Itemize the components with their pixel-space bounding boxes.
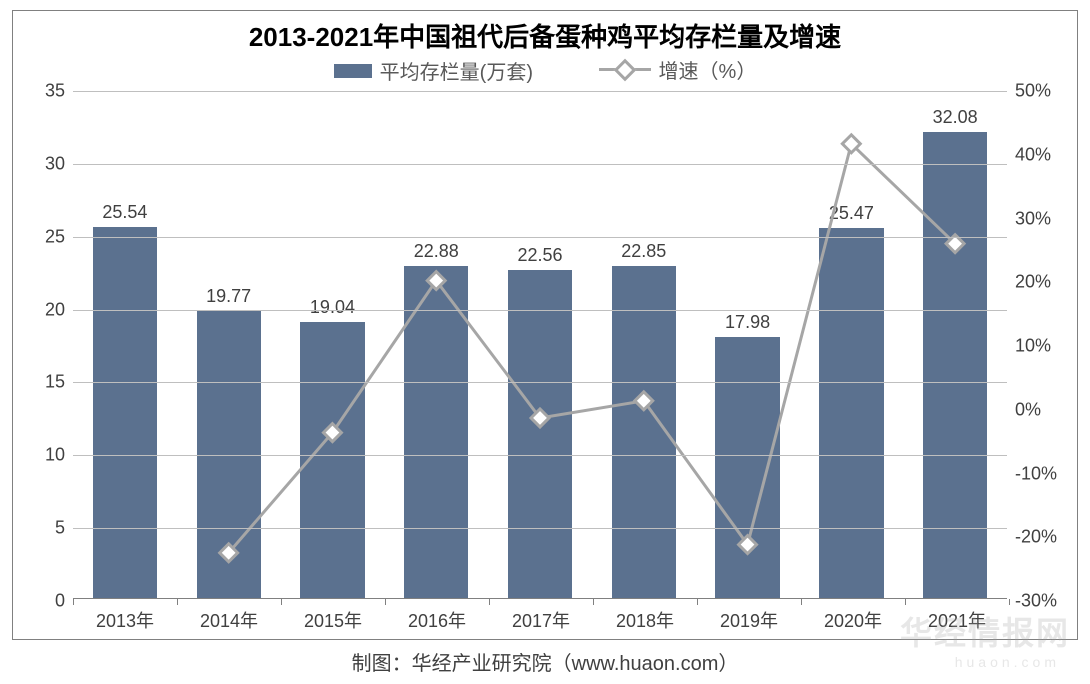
x-tick [905,599,906,605]
bars-layer: 25.54 19.77 19.04 22.88 22.56 22.85 17.98 25.47… [73,91,1007,599]
grid-line [73,91,1007,92]
bar-slot: 25.47 [799,91,903,599]
y1-tick-label: 0 [55,591,73,612]
y1-tick-label: 30 [45,153,73,174]
x-tick [489,599,490,605]
bar-value-label: 25.54 [61,202,190,227]
chart-border: 2013-2021年中国祖代后备蛋种鸡平均存栏量及增速 平均存栏量(万套) 增速… [12,10,1078,640]
bar-value-label: 22.85 [579,241,708,266]
legend-line-swatch [599,64,651,76]
x-tick [281,599,282,605]
bar-slot: 22.56 [488,91,592,599]
x-tick-label: 2020年 [824,599,882,633]
y1-tick-label: 10 [45,445,73,466]
grid-line [73,237,1007,238]
x-tick-label: 2018年 [616,599,674,633]
x-tick-label: 2016年 [408,599,466,633]
bar-value-label: 32.08 [891,107,1020,132]
bar: 22.56 [508,270,572,599]
x-tick-label: 2013年 [96,599,154,633]
legend-bar-label: 平均存栏量(万套) [380,56,533,85]
chart-title: 2013-2021年中国祖代后备蛋种鸡平均存栏量及增速 [13,17,1077,54]
chart-container: 2013-2021年中国祖代后备蛋种鸡平均存栏量及增速 平均存栏量(万套) 增速… [0,0,1090,684]
x-tick-label: 2017年 [512,599,570,633]
y1-tick-label: 35 [45,81,73,102]
bar-slot: 19.04 [281,91,385,599]
bar-slot: 25.54 [73,91,177,599]
bar: 22.85 [612,266,676,599]
x-tick [593,599,594,605]
bar-slot: 22.85 [592,91,696,599]
y1-tick-label: 5 [55,518,73,539]
x-tick-label: 2014年 [200,599,258,633]
y2-tick-label: -20% [1007,527,1057,548]
legend-line-item: 增速（%） [599,55,757,84]
grid-line [73,310,1007,311]
grid-line [73,528,1007,529]
x-tick [73,599,74,605]
y2-tick-label: 40% [1007,144,1051,165]
y1-tick-label: 20 [45,299,73,320]
plot-area: 25.54 19.77 19.04 22.88 22.56 22.85 17.98 25.47… [73,91,1007,599]
bar: 17.98 [715,337,779,599]
bar: 22.88 [404,266,468,599]
x-tick-label: 2021年 [928,599,986,633]
x-tick [385,599,386,605]
bar: 25.47 [819,228,883,599]
x-tick [1009,599,1010,605]
y2-tick-label: -30% [1007,591,1057,612]
bar: 19.04 [300,322,364,599]
bar-value-label: 17.98 [683,312,812,337]
grid-line [73,382,1007,383]
x-tick-label: 2019年 [720,599,778,633]
bar: 25.54 [93,227,157,599]
grid-line [73,455,1007,456]
y2-tick-label: 0% [1007,399,1041,420]
y2-tick-label: 10% [1007,336,1051,357]
legend-bar-swatch [334,64,372,78]
chart-footer: 制图：华经产业研究院（www.huaon.com） [0,647,1090,676]
bar-value-label: 25.47 [787,203,916,228]
x-tick [801,599,802,605]
bar-slot: 22.88 [384,91,488,599]
y2-tick-label: 50% [1007,81,1051,102]
legend: 平均存栏量(万套) 增速（%） [13,55,1077,85]
x-tick [697,599,698,605]
legend-line-label: 增速（%） [659,55,757,84]
legend-bar-item: 平均存栏量(万套) [334,56,533,85]
y1-tick-label: 15 [45,372,73,393]
grid-line [73,164,1007,165]
y2-tick-label: 30% [1007,208,1051,229]
y2-tick-label: 20% [1007,272,1051,293]
bar-slot: 32.08 [903,91,1007,599]
x-tick [177,599,178,605]
y1-tick-label: 25 [45,226,73,247]
bar-slot: 17.98 [696,91,800,599]
x-tick-label: 2015年 [304,599,362,633]
bar-slot: 19.77 [177,91,281,599]
y2-tick-label: -10% [1007,463,1057,484]
